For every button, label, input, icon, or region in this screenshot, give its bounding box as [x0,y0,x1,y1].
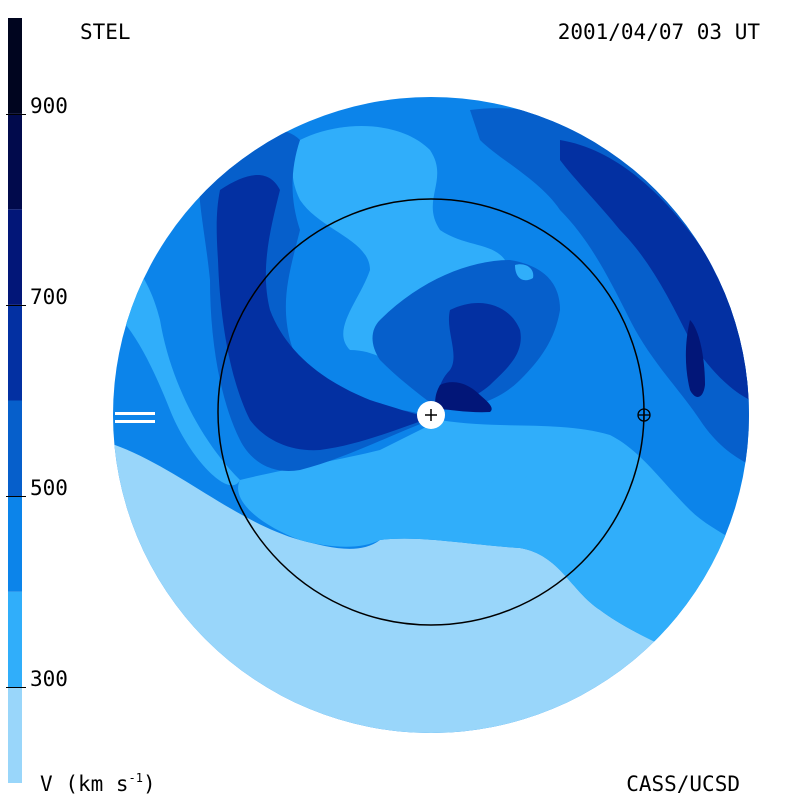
band-600-700-left [216,175,430,451]
band-700-800-spot [685,320,705,397]
band-300-400-island [485,463,530,500]
colorbar-band-500-600 [8,400,22,497]
band-700-800-center [435,382,492,413]
velocity-unit-label: V (km s-1) [40,771,156,796]
band-300-400-left [113,240,240,486]
colorbar-band-200-300 [8,687,22,783]
observatory-label: STEL [80,20,131,44]
band-200-300 [113,440,749,733]
colorbar-band-600-700 [8,304,22,401]
velocity-contours [113,97,749,733]
colorbar [8,18,22,783]
earth-cross-icon [637,408,651,422]
band-600-700-center [438,302,521,408]
band-300-400-island-2 [515,264,534,281]
colorbar-tick [6,113,26,115]
sun-plus-icon [417,401,445,429]
colorbar-band-800-900 [8,113,22,210]
colorbar-tick-label: 500 [30,476,68,501]
colorbar-band-300-400 [8,591,22,688]
colorbar-tick-label: 700 [30,284,68,309]
credit-label: CASS/UCSD [626,772,740,796]
colorbar-band-400-500 [8,496,22,592]
colorbar-tick-label: 900 [30,93,68,118]
colorbar-band-900-1000 [8,18,22,114]
band-500-600-right [470,108,749,470]
colorbar-tick [6,304,26,306]
colorbar-band-700-800 [8,209,22,305]
scan-artifacts [115,412,155,423]
colorbar-tick [6,687,26,689]
colorbar-tick-label: 300 [30,667,68,692]
band-600-700-right [560,140,749,400]
timestamp-label: 2001/04/07 03 UT [557,20,760,44]
colorbar-tick [6,496,26,498]
